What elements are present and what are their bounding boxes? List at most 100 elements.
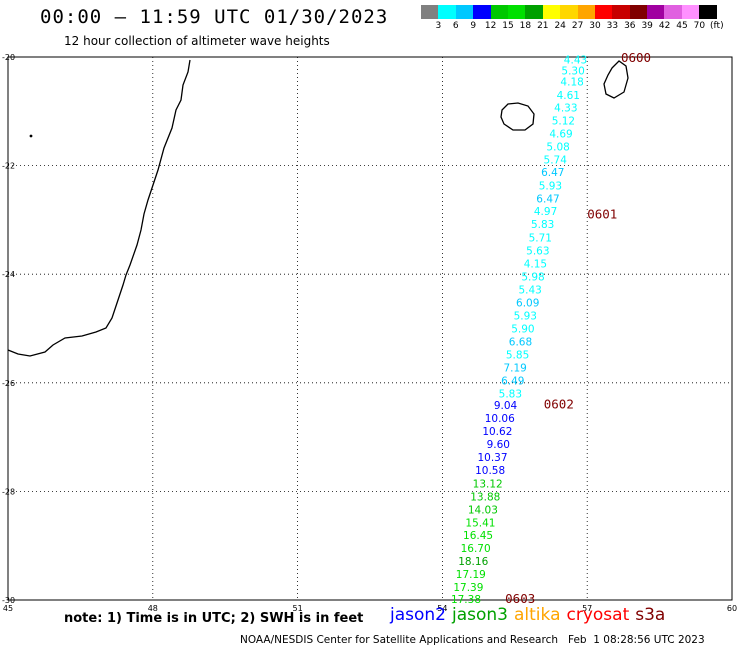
colorbar-swatch: [507, 5, 526, 19]
wave-height-colorbar: [421, 5, 717, 19]
pass-time-label: 0600: [621, 50, 651, 65]
longitude-tick-label: 45: [3, 604, 13, 613]
wave-height-value: 4.15: [524, 258, 547, 270]
wave-height-value: 5.90: [511, 324, 534, 336]
colorbar-swatch: [473, 5, 491, 19]
colorbar-swatch: [577, 5, 595, 19]
wave-height-value: 10.62: [482, 426, 512, 438]
colorbar-label: 30: [589, 21, 601, 31]
latitude-tick-label: -30: [2, 596, 15, 605]
colorbar-swatch: [647, 5, 665, 19]
colorbar-swatch: [699, 5, 717, 19]
wave-height-value: 4.97: [534, 206, 557, 218]
wave-height-value: 5.93: [539, 181, 562, 193]
longitude-tick-label: 54: [437, 604, 447, 613]
wave-height-values: 4.435.304.184.614.335.124.695.085.746.47…: [451, 55, 587, 606]
colorbar-labels: 3 6 9 12 15 18 21 24 27 30 33 36 39 42 45 70 (ft): [421, 21, 740, 33]
colorbar-swatch: [664, 5, 682, 19]
wave-height-value: 15.41: [465, 517, 495, 529]
colorbar-swatch: [681, 5, 700, 19]
wave-height-value: 5.43: [518, 284, 541, 296]
wave-height-value: 9.60: [487, 439, 510, 451]
colorbar-label: 12: [484, 21, 497, 31]
colorbar-swatch: [455, 5, 474, 19]
wave-height-value: 5.63: [526, 245, 549, 257]
wave-height-value: 13.88: [470, 491, 500, 503]
colorbar-label: 33: [606, 21, 619, 31]
wave-height-value: 7.19: [503, 363, 526, 375]
colorbar-label: 24: [554, 21, 566, 31]
mauritius-island: [603, 60, 629, 99]
wave-height-value: 5.71: [529, 232, 552, 244]
colorbar-swatch: [612, 5, 630, 19]
colorbar-label: 21: [537, 21, 549, 31]
satellite-legend-s3a: s3a: [635, 605, 666, 625]
map-subtitle: 12 hour collection of altimeter wave hei…: [64, 34, 330, 48]
wave-height-value: 4.18: [560, 76, 583, 88]
madagascar-coastline: [7, 59, 191, 357]
wave-height-value: 10.37: [477, 452, 507, 464]
map-frame: [7, 56, 733, 601]
colorbar-swatch: [421, 5, 439, 19]
colorbar-swatch: [542, 5, 561, 19]
colorbar-label: 6: [452, 21, 459, 31]
wave-height-value: 5.93: [514, 310, 537, 322]
colorbar-swatch: [490, 5, 508, 19]
wave-height-value: 10.58: [475, 465, 505, 477]
wave-height-value: 16.70: [461, 543, 491, 555]
footer-credit: NOAA/NESDIS Center for Satellite Applica…: [240, 634, 705, 646]
wave-height-value: 6.09: [516, 297, 539, 309]
wave-height-value: 6.47: [541, 167, 564, 179]
wave-height-value: 5.12: [552, 116, 575, 128]
colorbar-label: 42: [658, 21, 671, 31]
latitude-tick-label: -26: [2, 379, 15, 388]
colorbar-swatch: [560, 5, 578, 19]
wave-height-value: 9.04: [494, 400, 518, 412]
wave-height-value: 5.98: [521, 271, 544, 283]
satellite-legend-jason2: jason2: [390, 605, 446, 625]
longitude-tick-label: 48: [148, 604, 158, 613]
wave-height-value: 5.83: [531, 219, 554, 231]
colorbar-swatch: [629, 5, 648, 19]
colorbar-swatch: [525, 5, 543, 19]
longitude-labels: 45 48 51 54 57 60: [3, 604, 737, 613]
pass-time-label: 0603: [505, 591, 535, 606]
wave-height-value: 17.39: [453, 582, 483, 594]
longitude-tick-label: 57: [582, 604, 592, 613]
wave-height-value: 5.30: [561, 66, 584, 78]
longitude-tick-label: 51: [293, 604, 303, 613]
latitude-tick-label: -28: [2, 487, 15, 496]
satellite-legend-jason3: jason3: [452, 605, 508, 625]
satellite-legend-cryosat: cryosat: [566, 605, 630, 625]
longitude-tick-label: 60: [727, 604, 737, 613]
wave-height-value: 10.06: [485, 413, 515, 425]
colorbar-label: 36: [624, 21, 636, 31]
colorbar-label: 39: [641, 21, 653, 31]
wave-height-value: 5.08: [546, 142, 569, 154]
satellite-legend-altika: altika: [514, 605, 561, 625]
colorbar-label: 70: [693, 21, 706, 31]
small-island: [29, 134, 33, 138]
wave-height-value: 5.83: [499, 389, 522, 401]
pass-time-label: 0602: [544, 397, 574, 412]
wave-height-value: 16.45: [463, 530, 493, 542]
wave-height-value: 4.43: [564, 55, 587, 67]
latitude-labels: -20 -22 -24 -26 -28 -30: [2, 53, 15, 605]
wave-height-value: 5.85: [506, 350, 529, 362]
lat-lon-grid: [7, 56, 733, 601]
wave-height-value: 6.47: [536, 194, 559, 206]
wave-height-value: 18.16: [458, 556, 488, 568]
wave-height-value: 17.19: [456, 569, 486, 581]
colorbar-swatch: [594, 5, 613, 19]
colorbar-label: 3: [435, 21, 442, 31]
colorbar-label: 27: [571, 21, 584, 31]
pass-time-labels: 0600 0601 0602 0603: [505, 50, 651, 606]
colorbar-label: 9: [470, 21, 477, 31]
colorbar-label: 45: [676, 21, 688, 31]
wave-height-value: 13.12: [473, 478, 503, 490]
colorbar-label: 15: [502, 21, 514, 31]
wave-height-value: 4.69: [549, 129, 572, 141]
note-text: note: 1) Time is in UTC; 2) SWH is in fe…: [64, 611, 364, 626]
latitude-tick-label: -22: [2, 162, 15, 171]
